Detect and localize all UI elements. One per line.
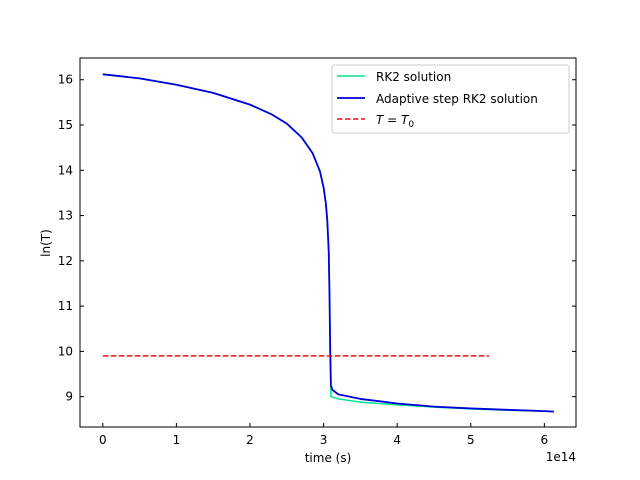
x-axis-offset-label: 1e14 — [546, 450, 576, 464]
legend-label-t0: T = T0 — [376, 113, 414, 130]
x-tick-label: 6 — [541, 433, 549, 447]
x-tick-label: 3 — [320, 433, 328, 447]
x-tick-label: 0 — [99, 433, 107, 447]
y-tick-label: 10 — [58, 344, 73, 358]
legend: RK2 solution Adaptive step RK2 solution … — [331, 64, 570, 134]
legend-label-rk2: RK2 solution — [376, 70, 451, 84]
legend-label-adaptive: Adaptive step RK2 solution — [376, 92, 538, 106]
legend-label-t0-subscript: 0 — [408, 120, 414, 130]
y-tick-label: 16 — [58, 73, 73, 87]
y-tick-label: 14 — [58, 163, 73, 177]
legend-box — [331, 64, 570, 134]
x-tick-label: 1 — [173, 433, 181, 447]
plot-frame — [79, 57, 577, 428]
x-tick-label: 4 — [393, 433, 401, 447]
x-axis-label: time (s) — [305, 451, 352, 465]
y-tick-label: 11 — [58, 299, 73, 313]
y-axis-label: ln(T) — [39, 229, 53, 257]
y-tick-label: 13 — [58, 209, 73, 223]
y-tick-label: 15 — [58, 118, 73, 132]
x-tick-label: 5 — [467, 433, 475, 447]
series-line-adaptive — [102, 73, 554, 413]
y-tick-label: 9 — [65, 390, 73, 404]
y-axis-ticks: 9 10 11 12 13 14 15 16 — [58, 73, 576, 404]
legend-label-t0-main: T = T — [376, 113, 410, 127]
x-axis-ticks: 0 1 2 3 4 5 6 — [99, 423, 548, 447]
x-tick-label: 2 — [246, 433, 254, 447]
plot-lines — [102, 73, 554, 413]
y-tick-label: 12 — [58, 254, 73, 268]
